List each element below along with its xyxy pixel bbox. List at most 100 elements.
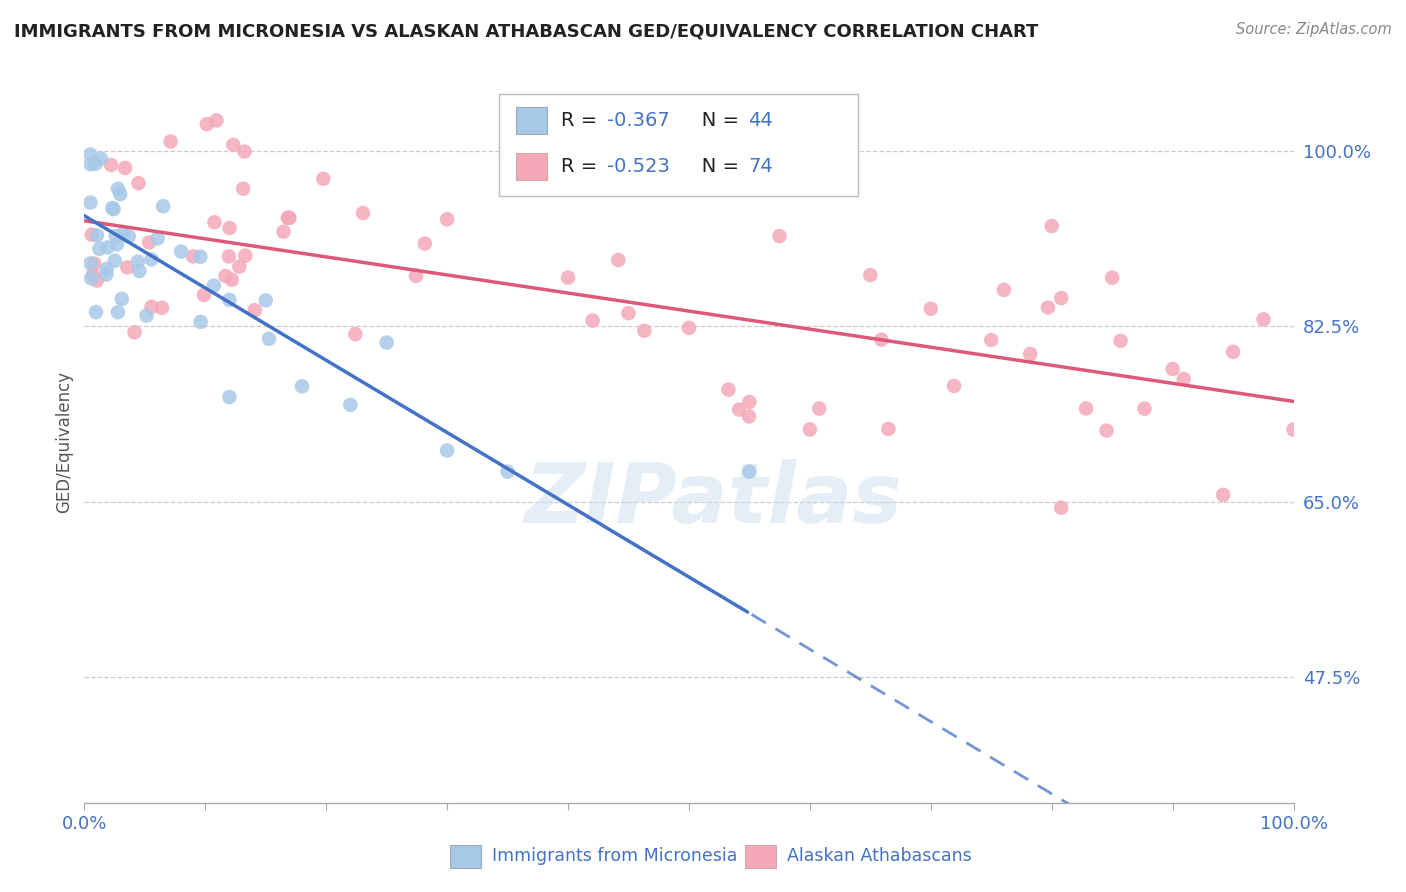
Point xyxy=(86,273,108,287)
Point xyxy=(1212,488,1234,502)
Point xyxy=(1173,372,1195,386)
Point xyxy=(617,306,640,320)
Point xyxy=(1019,347,1042,361)
Text: N =: N = xyxy=(683,157,745,177)
Point xyxy=(214,268,236,283)
Point xyxy=(1050,291,1073,305)
Point xyxy=(84,156,107,170)
Point xyxy=(678,321,700,335)
Point xyxy=(141,252,163,267)
Point xyxy=(257,332,280,346)
Point xyxy=(222,137,245,152)
Point xyxy=(205,113,228,128)
Point xyxy=(339,398,361,412)
Point xyxy=(232,182,254,196)
Point xyxy=(80,227,103,242)
Point xyxy=(79,195,101,210)
Point xyxy=(86,228,108,243)
Point xyxy=(277,211,299,225)
Point xyxy=(344,327,367,342)
Text: IMMIGRANTS FROM MICRONESIA VS ALASKAN ATHABASCAN GED/EQUIVALENCY CORRELATION CHA: IMMIGRANTS FROM MICRONESIA VS ALASKAN AT… xyxy=(14,22,1039,40)
Point xyxy=(436,443,458,458)
Point xyxy=(768,229,790,244)
Point xyxy=(1109,334,1132,348)
Point xyxy=(159,135,181,149)
Text: R =: R = xyxy=(561,111,603,130)
Point xyxy=(1074,401,1097,416)
Point xyxy=(233,249,256,263)
Text: Immigrants from Micronesia: Immigrants from Micronesia xyxy=(492,847,738,865)
Point xyxy=(111,292,134,306)
Point xyxy=(352,206,374,220)
Point xyxy=(859,268,882,282)
Point xyxy=(717,383,740,397)
Point xyxy=(79,256,101,270)
Y-axis label: GED/Equivalency: GED/Equivalency xyxy=(55,370,73,513)
Point xyxy=(103,202,125,216)
Point xyxy=(233,145,256,159)
Point xyxy=(877,422,900,436)
Point xyxy=(202,278,225,293)
Point xyxy=(728,402,751,417)
Point xyxy=(107,305,129,319)
Text: ZIPatlas: ZIPatlas xyxy=(524,458,903,540)
Point xyxy=(738,409,761,424)
Point xyxy=(375,335,398,350)
Point xyxy=(278,211,301,225)
Point xyxy=(1040,219,1063,233)
Point xyxy=(79,157,101,171)
Text: Source: ZipAtlas.com: Source: ZipAtlas.com xyxy=(1236,22,1392,37)
Point xyxy=(181,249,204,263)
Point xyxy=(254,293,277,308)
Point xyxy=(96,268,118,282)
Point xyxy=(243,303,266,318)
Point xyxy=(1095,424,1118,438)
Point xyxy=(633,324,655,338)
Point xyxy=(104,229,127,244)
Point xyxy=(111,227,134,241)
Point xyxy=(135,309,157,323)
Text: 44: 44 xyxy=(748,111,773,130)
Text: 74: 74 xyxy=(748,157,773,177)
Point xyxy=(204,215,226,229)
Point xyxy=(993,283,1015,297)
Text: Alaskan Athabascans: Alaskan Athabascans xyxy=(787,847,972,865)
Point xyxy=(107,182,129,196)
Point xyxy=(557,270,579,285)
Point xyxy=(413,236,436,251)
Point xyxy=(96,261,118,276)
Point xyxy=(141,300,163,314)
Point xyxy=(218,390,240,404)
Point xyxy=(128,264,150,278)
Point xyxy=(405,268,427,283)
Point xyxy=(1282,423,1305,437)
Point xyxy=(124,326,146,340)
Point xyxy=(607,252,630,267)
Point xyxy=(1036,301,1059,315)
Point xyxy=(1161,362,1184,376)
Point xyxy=(870,333,893,347)
Text: -0.523: -0.523 xyxy=(607,157,671,177)
Point xyxy=(118,229,141,244)
Point xyxy=(1101,270,1123,285)
Text: N =: N = xyxy=(683,111,745,130)
Point xyxy=(808,401,831,416)
Point xyxy=(436,212,458,227)
Point xyxy=(920,301,942,316)
Point xyxy=(1050,500,1073,515)
Point xyxy=(799,422,821,436)
Point xyxy=(114,161,136,175)
Point xyxy=(83,257,105,271)
Point xyxy=(146,231,169,245)
Point xyxy=(496,465,519,479)
Point xyxy=(190,250,212,264)
Point xyxy=(312,171,335,186)
Point xyxy=(190,315,212,329)
Point xyxy=(738,465,761,479)
Point xyxy=(581,313,603,327)
Point xyxy=(80,271,103,285)
Point xyxy=(170,244,193,259)
Point xyxy=(228,260,250,274)
Point xyxy=(221,273,243,287)
Point xyxy=(104,253,127,268)
